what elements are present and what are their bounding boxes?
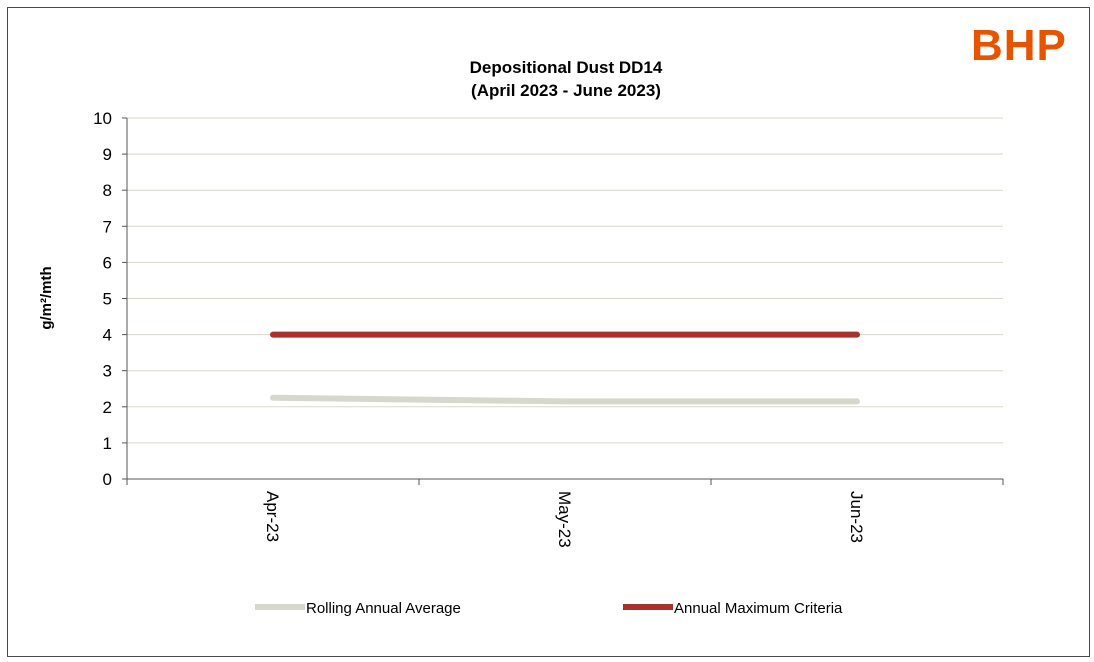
legend-label: Annual Maximum Criteria [674, 600, 843, 617]
y-tick-label: 10 [93, 109, 112, 128]
y-tick-label: 0 [103, 470, 112, 489]
x-tick-label: Jun-23 [847, 491, 866, 543]
y-tick-label: 6 [103, 253, 112, 272]
y-tick-label: 9 [103, 145, 112, 164]
legend-label: Rolling Annual Average [306, 600, 461, 617]
bhp-logo: BHP [971, 21, 1067, 70]
chart-subtitle: (April 2023 - June 2023) [471, 81, 661, 100]
y-tick-label: 1 [103, 434, 112, 453]
y-tick-label: 7 [103, 217, 112, 236]
y-tick-label: 2 [103, 398, 112, 417]
y-tick-label: 5 [103, 290, 112, 309]
x-tick-label: May-23 [555, 491, 574, 548]
x-tick-label: Apr-23 [263, 491, 282, 542]
series-line-rolling-annual-average [270, 394, 860, 405]
y-tick-label: 4 [103, 326, 112, 345]
chart-title: Depositional Dust DD14 [470, 58, 663, 77]
y-tick-label: 8 [103, 181, 112, 200]
y-axis-label: g/m²/mth [38, 266, 55, 329]
y-tick-label: 3 [103, 362, 112, 381]
